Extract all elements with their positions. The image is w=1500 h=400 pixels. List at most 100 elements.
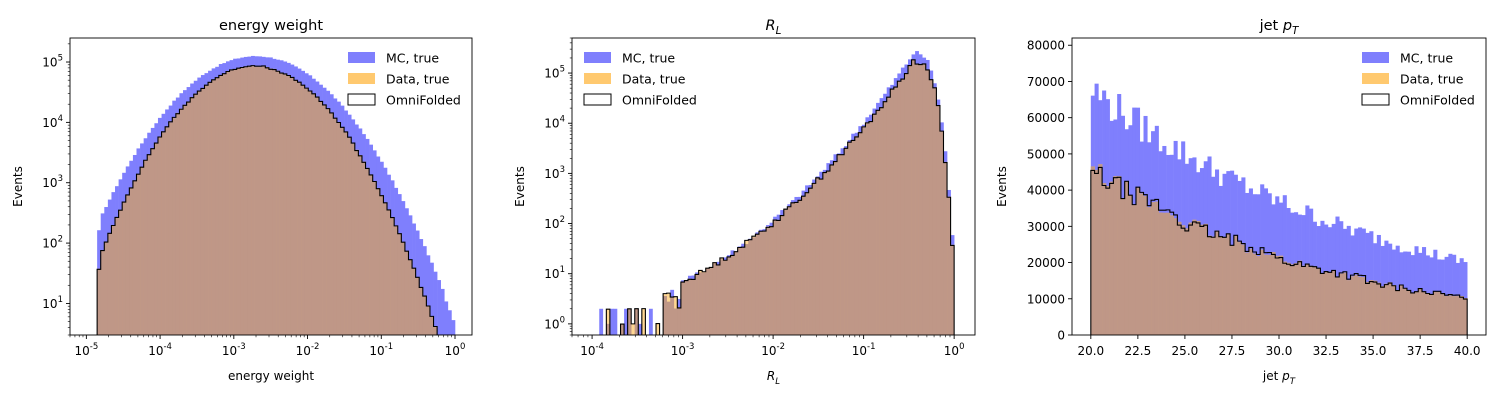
- overlap-bar: [129, 187, 134, 335]
- overlap-bar: [372, 181, 377, 335]
- mc-bar: [1414, 246, 1419, 335]
- y-tick-label: 0: [1057, 329, 1065, 343]
- overlap-bar: [258, 66, 263, 335]
- overlap-bar: [801, 196, 806, 335]
- overlap-bar: [1294, 263, 1299, 335]
- overlap-bar: [1094, 169, 1099, 335]
- overlap-bar: [1162, 212, 1167, 335]
- x-tick-label: 100: [445, 342, 466, 358]
- overlap-bar: [379, 195, 384, 335]
- overlap-bar: [1395, 290, 1400, 335]
- y-tick-label: 104: [42, 114, 63, 130]
- overlap-bar: [1463, 298, 1468, 335]
- x-tick-label: 10-1: [369, 342, 393, 358]
- overlap-bar: [1158, 212, 1163, 335]
- x-tick-label: 10-2: [296, 342, 320, 358]
- overlap-bar: [1312, 266, 1317, 335]
- overlap-bar: [1403, 288, 1408, 335]
- overlap-bar: [1437, 292, 1442, 335]
- x-tick-label: 10-4: [580, 342, 604, 358]
- overlap-bar: [1109, 181, 1114, 335]
- overlap-bar: [712, 263, 717, 335]
- overlap-bar: [1429, 294, 1434, 335]
- overlap-bar: [97, 268, 102, 335]
- overlap-bar: [673, 308, 678, 335]
- overlap-bar: [677, 307, 682, 335]
- overlap-bar: [1151, 202, 1156, 335]
- overlap-bar: [1418, 288, 1423, 335]
- mc-bar: [624, 308, 628, 335]
- overlap-bar: [236, 68, 241, 335]
- overlap-bar: [620, 323, 625, 335]
- overlap-bar: [861, 126, 866, 335]
- overlap-bar: [808, 188, 813, 335]
- overlap-bar: [837, 155, 841, 335]
- overlap-bar: [304, 88, 309, 335]
- overlap-bar: [1154, 201, 1159, 335]
- overlap-bar: [1350, 276, 1355, 335]
- x-tick-label: 40.0: [1454, 344, 1481, 358]
- y-tick-label: 103: [42, 174, 63, 190]
- overlap-bar: [200, 88, 205, 335]
- legend-swatch: [1361, 93, 1390, 106]
- overlap-bar: [1215, 230, 1220, 335]
- overlap-bar: [279, 72, 284, 335]
- overlap-bar: [290, 77, 295, 335]
- overlap-bar: [787, 206, 792, 335]
- overlap-bar: [1380, 286, 1385, 335]
- x-tick-label: 22.5: [1125, 344, 1152, 358]
- overlap-bar: [758, 231, 763, 335]
- overlap-bar: [1342, 272, 1348, 335]
- overlap-bar: [251, 66, 255, 335]
- overlap-bar: [1184, 228, 1189, 335]
- y-tick-label: 105: [544, 65, 565, 81]
- overlap-bar: [695, 274, 699, 335]
- y-tick-label: 30000: [1027, 220, 1065, 234]
- data-bar: [641, 308, 646, 335]
- overlap-bar: [893, 87, 898, 335]
- y-tick-label: 105: [42, 54, 63, 70]
- overlap-bar: [1373, 280, 1378, 335]
- overlap-bar: [390, 217, 395, 335]
- overlap-bar: [1410, 292, 1415, 335]
- overlap-bar: [322, 105, 327, 335]
- overlap-bar: [1327, 272, 1332, 335]
- mc-bar: [447, 310, 452, 335]
- plot-area: [96, 55, 456, 335]
- overlap-bar: [1358, 276, 1363, 335]
- legend-swatch: [348, 73, 375, 84]
- overlap-bar: [868, 121, 873, 335]
- overlap-bar: [922, 64, 927, 335]
- legend-label: OmniFolded: [622, 93, 697, 108]
- overlap-bar: [1263, 254, 1269, 335]
- overlap-bar: [1339, 273, 1344, 335]
- overlap-bar: [705, 268, 710, 335]
- overlap-bar: [790, 202, 795, 335]
- x-tick-label: 35.0: [1360, 344, 1387, 358]
- overlap-bar: [744, 244, 749, 335]
- overlap-bar: [404, 251, 409, 335]
- mc-bar: [599, 308, 604, 335]
- overlap-bar: [190, 97, 195, 335]
- legend-swatch: [1362, 52, 1389, 63]
- legend-swatch: [583, 93, 612, 106]
- overlap-bar: [1452, 296, 1457, 335]
- overlap-bar: [186, 101, 191, 335]
- legend: MC, true Data, true OmniFolded: [347, 51, 461, 108]
- overlap-bar: [326, 108, 331, 335]
- mc-bar: [444, 301, 449, 335]
- overlap-bar: [755, 234, 760, 335]
- legend-swatch: [584, 73, 611, 84]
- overlap-bar: [929, 80, 934, 335]
- overlap-bar: [208, 82, 212, 335]
- overlap-bar: [663, 296, 667, 335]
- overlap-bar: [311, 93, 316, 335]
- overlap-bar: [261, 66, 266, 335]
- overlap-bar: [719, 259, 724, 335]
- overlap-bar: [1448, 295, 1453, 335]
- chart-title: jet pT: [1259, 18, 1300, 37]
- overlap-bar: [211, 79, 216, 335]
- overlap-bar: [168, 122, 173, 335]
- overlap-bar: [1117, 176, 1122, 335]
